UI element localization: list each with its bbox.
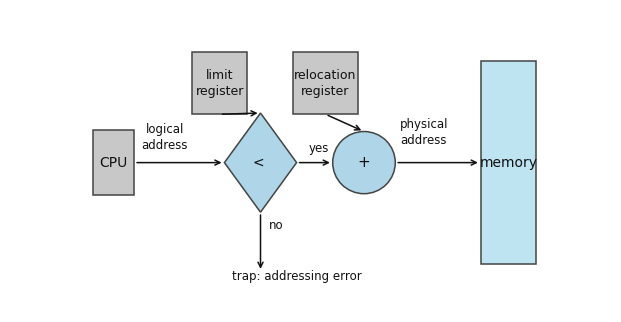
Text: physical
address: physical address [400,118,448,147]
Ellipse shape [333,131,395,194]
Polygon shape [224,113,297,212]
Text: trap: addressing error: trap: addressing error [232,270,361,283]
Text: no: no [269,219,284,232]
Text: +: + [358,155,370,170]
Text: logical
address: logical address [142,123,188,152]
Text: limit
register: limit register [196,69,244,98]
FancyBboxPatch shape [93,130,134,195]
Text: CPU: CPU [99,156,128,170]
FancyBboxPatch shape [481,61,536,264]
Text: yes: yes [309,142,329,156]
FancyBboxPatch shape [192,52,247,114]
Text: <: < [252,156,264,170]
Text: memory: memory [479,156,537,170]
Text: relocation
register: relocation register [294,69,356,98]
FancyBboxPatch shape [293,52,358,114]
